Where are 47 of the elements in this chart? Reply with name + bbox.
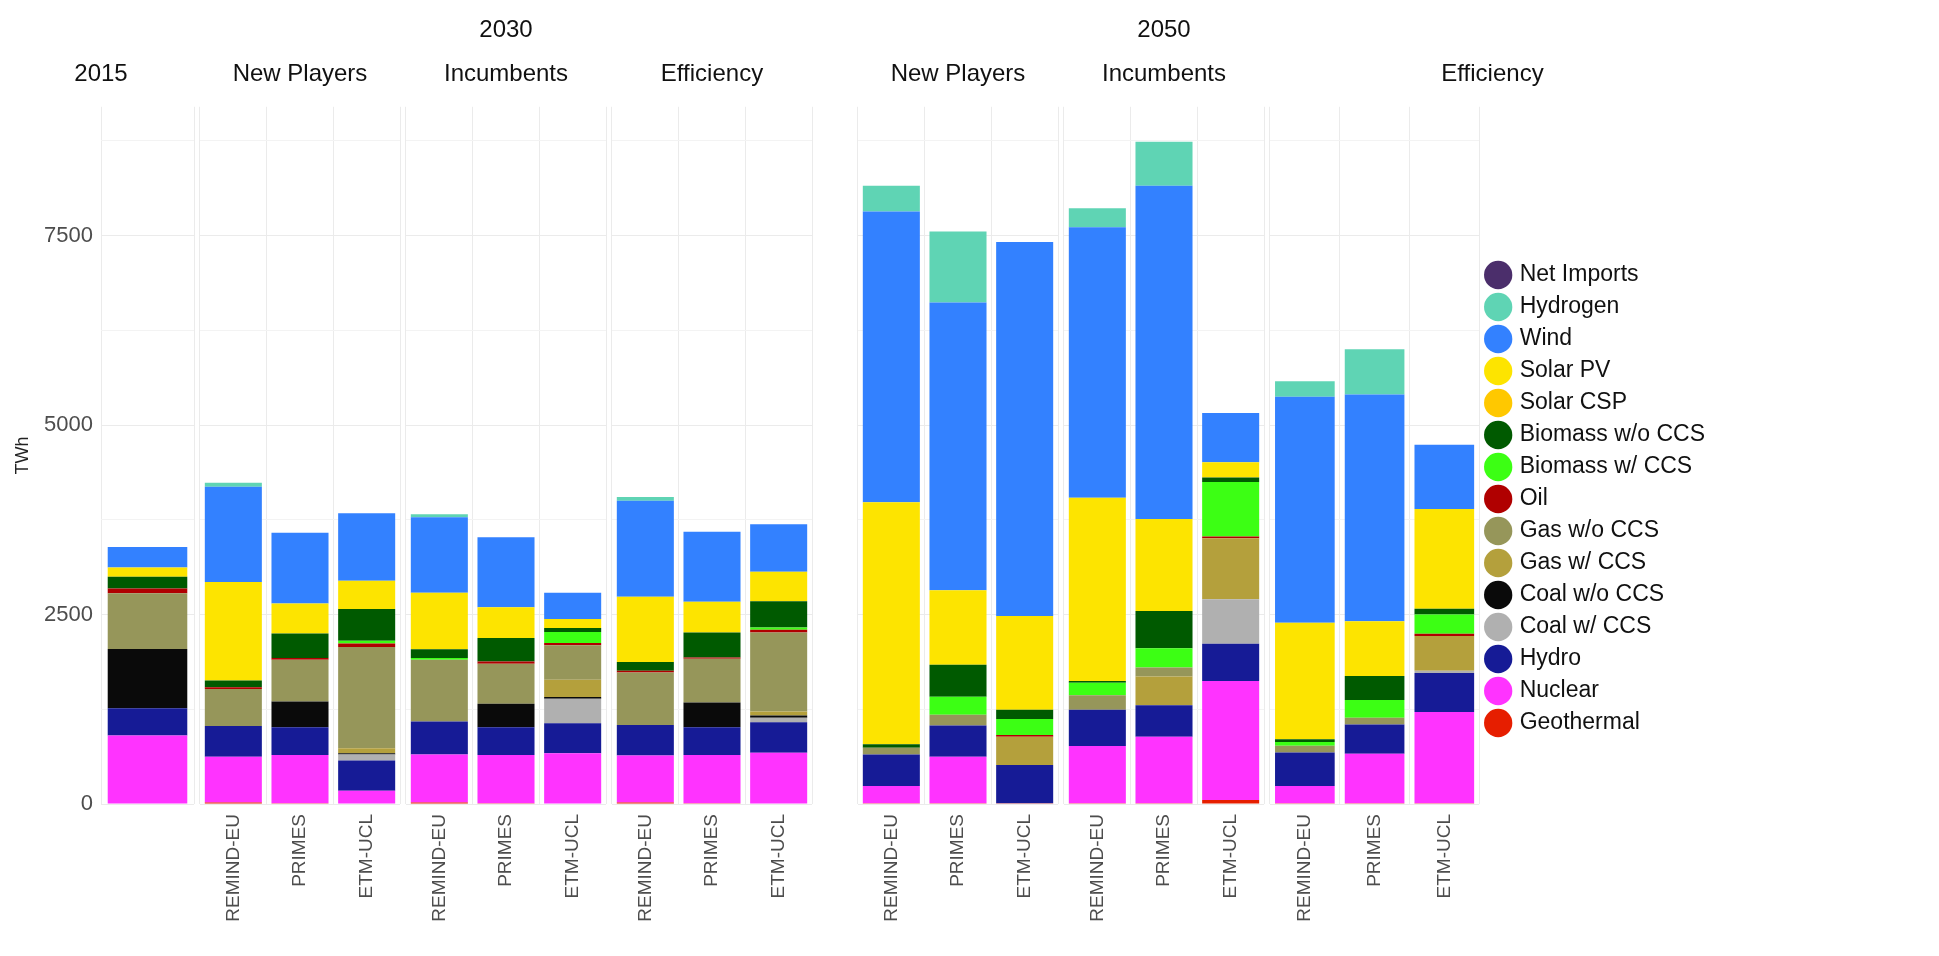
x-tick-label: REMIND-EU: [221, 814, 243, 922]
legend-label: Oil: [1519, 484, 1548, 511]
text: 2030: [479, 14, 533, 42]
legend-label: Hydro: [1519, 644, 1582, 671]
legend-label: Coal w/ CCS: [1519, 612, 1652, 639]
chart-title: Incumbents: [443, 59, 569, 87]
y-tick-label: 0: [80, 790, 93, 816]
legend-label: Coal w/o CCS: [1519, 580, 1665, 607]
x-tick-label: PRIMES: [288, 814, 310, 887]
chart-title: Efficiency: [660, 59, 764, 87]
text: 2050: [1137, 14, 1191, 42]
chart-title: New Players: [890, 59, 1026, 87]
chart-title: Incumbents: [1101, 59, 1227, 87]
x-tick-label: ETM-UCL: [354, 814, 376, 899]
x-tick-label: PRIMES: [1152, 814, 1174, 887]
legend-label: Biomass w/ CCS: [1519, 452, 1693, 479]
legend-label: Geothermal: [1519, 708, 1640, 735]
legend-label: Solar CSP: [1519, 388, 1628, 415]
x-tick-label: ETM-UCL: [1432, 814, 1454, 899]
legend-label: Gas w/o CCS: [1519, 516, 1659, 543]
legend-label: Wind: [1519, 324, 1573, 351]
x-tick-label: REMIND-EU: [427, 814, 449, 922]
legend-label: Nuclear: [1519, 676, 1600, 703]
y-tick-label: 7500: [44, 221, 93, 247]
x-tick-label: ETM-UCL: [1218, 814, 1240, 899]
chart-title: Efficiency: [1441, 59, 1544, 87]
legend-label: Net Imports: [1519, 260, 1639, 287]
y-tick-label: 2500: [44, 600, 93, 626]
legend-label: Solar PV: [1519, 356, 1612, 383]
y-tick-label: 5000: [44, 411, 93, 437]
x-tick-label: PRIMES: [494, 814, 516, 887]
x-tick-label: ETM-UCL: [1012, 814, 1034, 899]
x-tick-label: PRIMES: [946, 814, 968, 887]
chart-title: New Players: [232, 59, 368, 87]
x-tick-label: ETM-UCL: [560, 814, 582, 899]
x-tick-label: REMIND-EU: [1293, 814, 1315, 922]
x-tick-label: PRIMES: [700, 814, 722, 887]
legend-label: Biomass w/o CCS: [1519, 420, 1705, 447]
legend-label: Gas w/ CCS: [1519, 548, 1647, 575]
x-tick-label: REMIND-EU: [633, 814, 655, 922]
x-tick-label: PRIMES: [1362, 814, 1384, 887]
x-tick-label: REMIND-EU: [1085, 814, 1107, 922]
x-tick-label: REMIND-EU: [879, 814, 901, 922]
legend-label: Hydrogen: [1519, 292, 1620, 319]
y-axis-title: TWh: [11, 436, 32, 475]
x-tick-label: ETM-UCL: [766, 814, 788, 899]
chart-title: 2015: [74, 59, 128, 87]
